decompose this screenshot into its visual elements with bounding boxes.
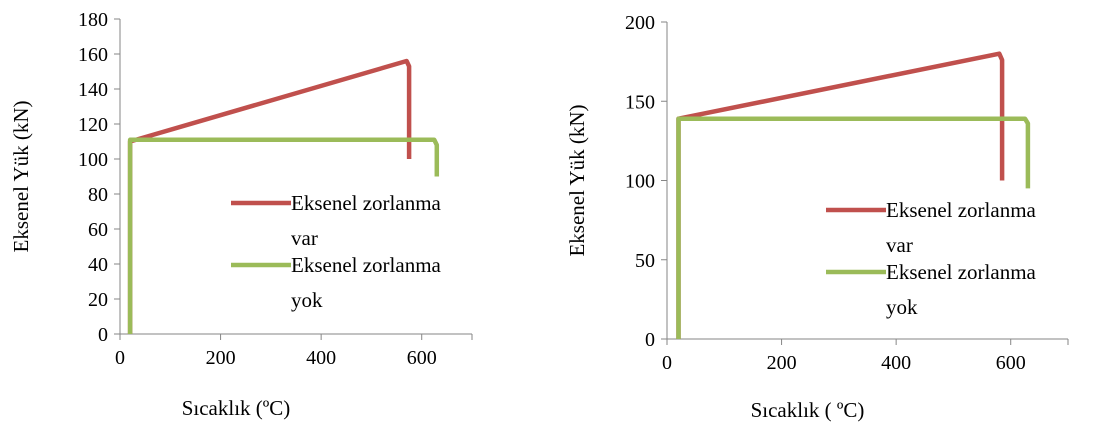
- y-axis-title: Eksenel Yük (kN): [9, 100, 33, 252]
- x-axis-title: Sıcaklık ( ºC): [751, 398, 865, 422]
- y-axis-title: Eksenel Yük (kN): [565, 104, 589, 256]
- legend-label-line: yok: [886, 295, 918, 319]
- y-tick-label: 50: [635, 250, 655, 272]
- legend-label-2: Eksenel zorlanma yok: [886, 260, 1037, 319]
- y-tick-label: 60: [88, 219, 108, 241]
- y-tick-label: 80: [88, 184, 108, 206]
- legend-label-line: Eksenel zorlanma: [886, 260, 1037, 284]
- chart-1: 0 20 40 60 80 100 120 140 160 180 0 200 400 600 Eksene…: [9, 9, 473, 420]
- y-tick-label: 20: [88, 289, 108, 311]
- x-tick-label: 400: [881, 352, 911, 374]
- legend-label-line: Eksenel zorlanma: [886, 198, 1037, 222]
- series-line-2: [676, 116, 1031, 339]
- y-tick-label: 150: [625, 91, 655, 113]
- series-line-2: [127, 137, 440, 334]
- x-tick-label: 600: [996, 352, 1026, 374]
- x-axis-title: Sıcaklık (ºC): [182, 396, 291, 420]
- y-tick-label: 40: [88, 254, 108, 276]
- y-tick-label: 120: [78, 114, 108, 136]
- legend-label-1: Eksenel zorlanma var: [291, 191, 442, 250]
- legend-label-2: Eksenel zorlanma yok: [291, 253, 442, 312]
- y-tick-label: 140: [78, 79, 108, 101]
- legend-label-1: Eksenel zorlanma var: [886, 198, 1037, 257]
- y-tick-label: 180: [78, 9, 108, 31]
- x-tick-label: 0: [115, 347, 125, 369]
- y-tick-label: 0: [645, 329, 655, 351]
- x-tick-label: 200: [206, 347, 236, 369]
- chart-2: 0 50 100 150 200 0 200 400 600 Eksenel Yük (kN) Sı…: [565, 12, 1069, 422]
- x-tick-label: 600: [407, 347, 437, 369]
- y-tick-label: 160: [78, 44, 108, 66]
- legend-label-line: var: [886, 233, 913, 257]
- x-tick-label: 400: [306, 347, 336, 369]
- x-tick-label: 0: [662, 352, 672, 374]
- y-tick-label: 0: [98, 324, 108, 346]
- y-tick-label: 200: [625, 12, 655, 34]
- legend-label-line: Eksenel zorlanma: [291, 191, 442, 215]
- y-tick-label: 100: [625, 171, 655, 193]
- series-line-1: [676, 51, 1005, 339]
- x-tick-label: 200: [767, 352, 797, 374]
- y-tick-label: 100: [78, 149, 108, 171]
- legend-label-line: var: [291, 226, 318, 250]
- legend-label-line: Eksenel zorlanma: [291, 253, 442, 277]
- legend-label-line: yok: [291, 288, 323, 312]
